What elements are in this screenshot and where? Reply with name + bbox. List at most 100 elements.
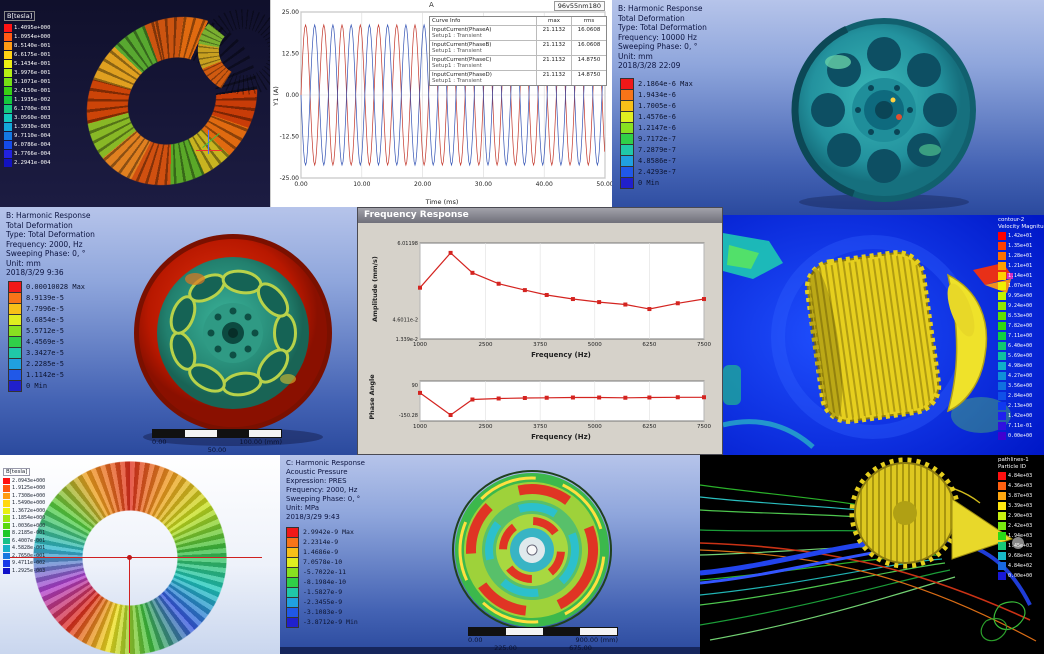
legend-row: -2.3455e-9: [286, 596, 358, 608]
legend-swatch: [3, 537, 10, 544]
wheel-3d-view[interactable]: [612, 0, 1044, 215]
legend-value: 2.2941e-004: [14, 159, 51, 166]
frequency-axis-label: Frequency (Hz): [531, 351, 591, 359]
legend-value: 1.4576e-6: [638, 112, 676, 121]
legend-row: 1.35e+01: [998, 241, 1042, 251]
info-line: Sweeping Phase: 0, °: [618, 42, 698, 51]
legend-value: 7.11e-01: [1008, 423, 1033, 429]
bottom-strip: [280, 647, 700, 654]
legend-value: 1.7005e-6: [638, 101, 676, 110]
legend-value: 4.5828e-001: [12, 545, 46, 552]
legend-value: 6.6175e-001: [14, 51, 51, 58]
legend-swatch: [998, 532, 1006, 540]
cfd-contour-view[interactable]: [723, 215, 1044, 455]
legend-value: 1.0036e+000: [12, 522, 46, 529]
legend-row: 8.2185e-001: [3, 530, 45, 538]
legend-swatch: [4, 68, 12, 77]
legend-swatch: [620, 176, 634, 189]
legend-value: 1.1142e-5: [26, 370, 64, 379]
frequency-response-plot[interactable]: 1000 2500 3750 5000 6250 7500 6.01198 4.6011e-2…: [358, 223, 723, 454]
legend-swatch: [3, 545, 10, 552]
info-line: Type: Total Deformation: [618, 23, 707, 32]
pathlines-3d-view[interactable]: [700, 455, 1044, 654]
legend-value: 0 Min: [638, 178, 660, 187]
curve-name: InputCurrent(PhaseC): [432, 57, 492, 63]
legend-title: B[tesla]: [3, 468, 31, 476]
legend-value: 4.4569e-5: [26, 337, 64, 346]
field-color-legend: B[tesla] 2.0943e+000 1.9125e+000: [3, 458, 45, 575]
axis-x-icon: [196, 150, 222, 151]
panel-maxwell-stator-field[interactable]: B[tesla] 1.4095e+000 1.0954e+000: [0, 0, 270, 207]
svg-text:0.00: 0.00: [286, 92, 300, 99]
legend-value: 3.3427e-5: [26, 348, 64, 357]
legend-swatch: [998, 262, 1006, 270]
legend-value: 5.1434e-001: [14, 60, 51, 67]
legend-row: 2.2314e-9: [286, 536, 358, 548]
legend-row: 1.0954e+000: [4, 32, 50, 41]
panel-harmonic-response-wheel-2000hz[interactable]: B: Harmonic Response Total Deformation Typ…: [0, 207, 357, 455]
amplitude-axis-label: Amplitude (mm/s): [371, 256, 379, 322]
rms-header: rms: [583, 18, 595, 24]
svg-text:1000: 1000: [413, 424, 427, 430]
info-line: Frequency: 2000, Hz: [286, 486, 358, 494]
legend-value: -3.8712e-9 Min: [303, 618, 358, 626]
info-line: Acoustic Pressure: [286, 468, 348, 476]
legend-row: 9.7110e-004: [4, 131, 50, 140]
legend-swatch: [998, 392, 1006, 400]
svg-text:2500: 2500: [479, 342, 493, 348]
legend-row: 0.00010028 Max: [8, 280, 85, 293]
legend-swatch: [3, 492, 10, 499]
info-line: Frequency: 2000, Hz: [6, 239, 83, 249]
legend-title: contour-2: [998, 217, 1025, 223]
legend-swatch: [4, 131, 12, 140]
legend-value: 1.94e+03: [1008, 533, 1033, 539]
legend-swatch: [3, 485, 10, 492]
curve-name: InputCurrent(PhaseB): [432, 42, 492, 48]
curve-name: InputCurrent(PhaseD): [432, 72, 492, 78]
legend-value: 1.4095e+000: [14, 24, 51, 31]
panel-particle-pathlines[interactable]: pathlines-1 Particle ID 4.84e+03 4.36e+0…: [700, 455, 1044, 654]
panel-acoustic-pressure-disc[interactable]: C: Harmonic Response Acoustic Pressure Exp…: [280, 455, 700, 654]
legend-value: 3.9976e-001: [14, 69, 51, 76]
legend-swatch: [998, 292, 1006, 300]
svg-text:-150.28: -150.28: [399, 413, 418, 419]
legend-swatch: [3, 507, 10, 514]
panel-maxwell-rotor-field[interactable]: B[tesla] 2.0943e+000 1.9125e+000: [0, 455, 280, 654]
legend-swatch: [998, 332, 1006, 340]
pressure-color-legend: 2.9942e-9 Max 2.2314e-9 1.4686e-9 7.0578…: [286, 526, 358, 628]
legend-row: 7.82e+00: [998, 321, 1042, 331]
disc-3d-view[interactable]: [280, 455, 700, 654]
legend-row: 1.28e+01: [998, 251, 1042, 261]
legend-value: 1.21e+01: [1008, 263, 1033, 269]
wheel-3d-view[interactable]: [0, 207, 357, 455]
panel-harmonic-response-wheel-10000hz[interactable]: B: Harmonic Response Total Deformation Typ…: [612, 0, 1044, 215]
info-line: 2018/3/29 9:43: [286, 513, 340, 521]
legend-value: 1.14e+01: [1008, 273, 1033, 279]
panel-cfd-velocity-contour[interactable]: contour-2 Velocity Magnitude 1.42e+01 1.…: [723, 215, 1044, 455]
legend-value: 8.53e+00: [1008, 313, 1033, 319]
legend-swatch: [998, 432, 1006, 440]
legend-row: 7.7996e-5: [8, 302, 85, 315]
legend-value: 8.2185e-001: [12, 530, 46, 537]
legend-value: 3.87e+03: [1008, 493, 1033, 499]
legend-swatch: [998, 282, 1006, 290]
legend-value: 3.7766e-004: [14, 150, 51, 157]
info-line: Total Deformation: [618, 13, 685, 23]
legend-row: 7.11e+00: [998, 331, 1042, 341]
legend-swatch: [998, 412, 1006, 420]
legend-row: -8.1984e-10: [286, 576, 358, 588]
legend-value: -3.1083e-9: [303, 608, 343, 616]
legend-swatch: [998, 242, 1006, 250]
legend-row: 1.5490e+000: [3, 500, 45, 508]
legend-value: 6.1700e-003: [14, 105, 51, 112]
x-axis-label: Time (ms): [425, 198, 459, 206]
window-titlebar[interactable]: Frequency Response: [358, 208, 722, 223]
legend-row: -1.5827e-9: [286, 586, 358, 598]
legend-row: 8.9139e-5: [8, 291, 85, 304]
phase-axis-label: Phase Angle: [368, 374, 376, 420]
curve-info-row: InputCurrent(PhaseD) Setup1 : Transient …: [430, 71, 606, 85]
legend-value: 2.1864e-6 Max: [638, 79, 693, 88]
legend-row: 4.27e+00: [998, 371, 1042, 381]
legend-swatch: [4, 149, 12, 158]
legend-swatch: [3, 515, 10, 522]
